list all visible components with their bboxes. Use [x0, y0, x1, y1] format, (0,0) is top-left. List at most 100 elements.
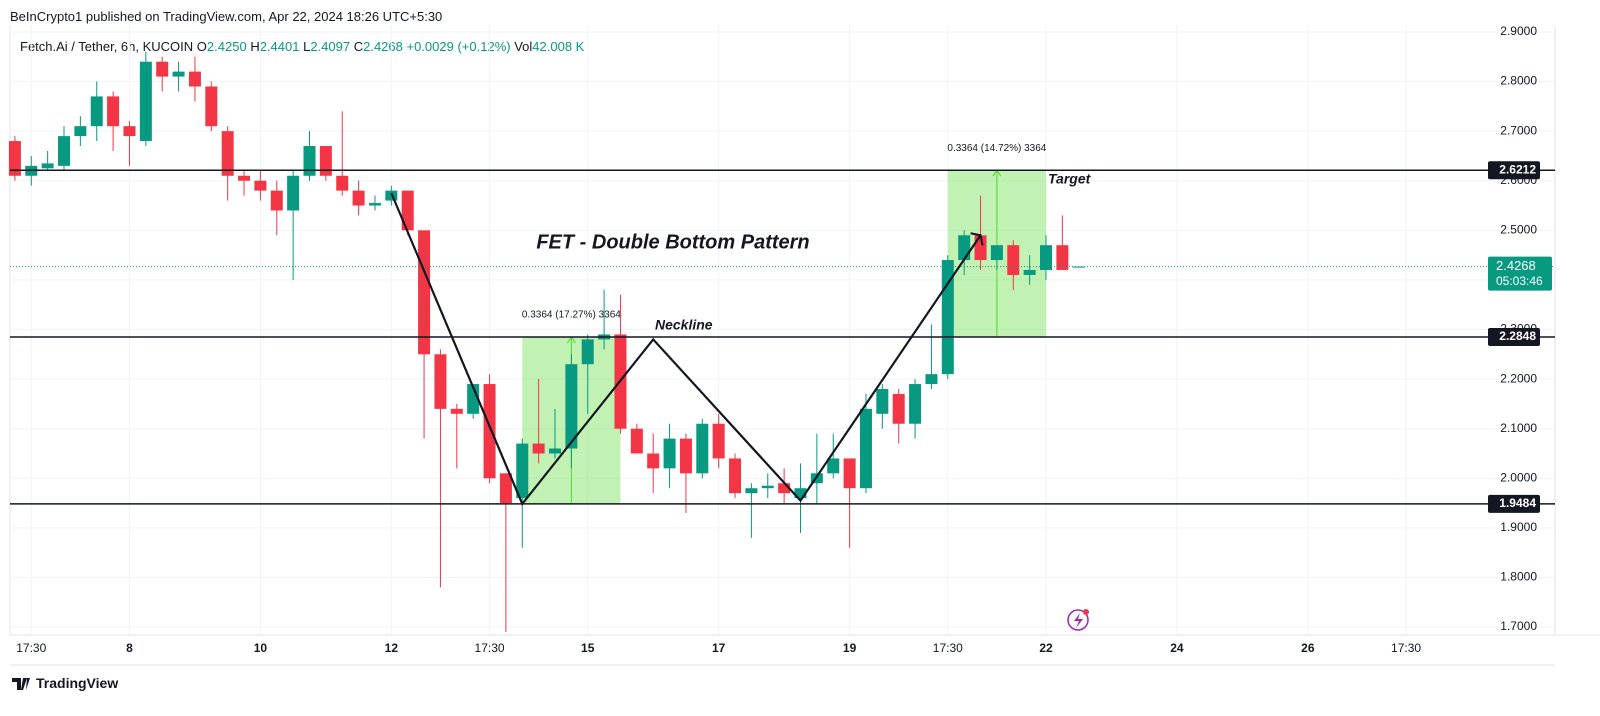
- price-badge: [1488, 256, 1552, 291]
- measure-label: 0.3364 (17.27%) 3364: [522, 310, 621, 321]
- candle-body: [696, 423, 709, 474]
- candle-body: [205, 86, 218, 127]
- x-tick-label: 17:30: [16, 641, 46, 655]
- candle-body: [761, 485, 774, 489]
- candle-body: [892, 393, 905, 424]
- candle-body: [41, 163, 54, 169]
- legend-value: +0.0029 (+0.12%): [406, 39, 511, 54]
- candle-body: [188, 71, 201, 87]
- y-tick-label: 1.7000: [1500, 619, 1537, 633]
- header: BeInCrypto1 published on TradingView.com…: [10, 9, 443, 24]
- x-tick-label: 17:30: [475, 641, 505, 655]
- measure-label: 0.3364 (14.72%) 3364: [947, 143, 1046, 154]
- candle-body: [303, 146, 316, 176]
- icon[interactable]: [1067, 609, 1089, 631]
- candle-body: [1040, 245, 1053, 270]
- candle-body: [270, 190, 283, 211]
- candle-body: [450, 408, 463, 414]
- candle-body: [172, 71, 185, 77]
- candle-body: [1007, 245, 1020, 275]
- legend-value: 42.008 K: [532, 39, 585, 54]
- candle-body: [876, 389, 889, 414]
- candle-body: [156, 61, 169, 77]
- y-tick-label: 2.8000: [1500, 74, 1537, 88]
- x-tick-label: 10: [254, 641, 268, 655]
- candle-body: [123, 126, 136, 137]
- candle-body: [647, 453, 660, 469]
- y-tick-label: 2.9000: [1500, 24, 1537, 38]
- candle-body: [368, 203, 381, 206]
- candle-body: [794, 488, 807, 499]
- legend-value: 2.4401: [259, 39, 300, 54]
- candle-body: [630, 428, 643, 454]
- candle-body: [254, 180, 267, 191]
- countdown-label: 05:03:46: [1496, 274, 1543, 288]
- candle-body: [516, 443, 529, 499]
- candle-body: [745, 488, 758, 494]
- price-label: 2.4268: [1496, 258, 1536, 273]
- candle-body: [581, 339, 594, 365]
- icon: [1083, 609, 1089, 615]
- x-tick-label: 26: [1301, 641, 1315, 655]
- candle-body: [549, 448, 562, 454]
- legend-value: 2.4250: [206, 39, 247, 54]
- candle-body: [418, 230, 431, 355]
- candle-body: [778, 483, 791, 494]
- candle-body: [352, 190, 365, 206]
- legend-values: O2.4250 H2.4401 L2.4097 C2.4268 +0.0029 …: [197, 39, 585, 54]
- candle-body: [827, 458, 840, 474]
- legend-value: 2.4268: [363, 39, 403, 54]
- candle-body: [1023, 269, 1036, 275]
- legend-key: C: [353, 39, 364, 54]
- x-tick-label: 17:30: [1391, 641, 1421, 655]
- x-tick-label: 15: [581, 641, 595, 655]
- candle-body: [532, 443, 545, 454]
- y-tick-label: 2.0000: [1500, 470, 1537, 484]
- candle-body: [221, 131, 234, 176]
- pattern-line: [390, 192, 982, 507]
- candle-body: [319, 146, 332, 176]
- candle-body: [90, 96, 103, 127]
- candle-body: [925, 374, 938, 385]
- candle-body: [958, 235, 971, 261]
- level-badge: [1488, 161, 1540, 180]
- legend-key: O: [196, 39, 207, 54]
- x-tick-label: 24: [1170, 641, 1184, 655]
- candle-body: [107, 96, 120, 127]
- y-tick-label: 2.1000: [1500, 421, 1537, 435]
- level-label: 2.6212: [1499, 162, 1536, 176]
- candle-body: [843, 458, 856, 489]
- icon: [1074, 613, 1083, 628]
- candle-body: [499, 473, 512, 504]
- candle-body: [467, 384, 480, 414]
- y-tick-label: 2.7000: [1500, 123, 1537, 137]
- legend-value: 2.4097: [310, 39, 351, 54]
- neckline-label: Neckline: [655, 317, 713, 333]
- pattern-title: FET - Double Bottom Pattern: [536, 231, 809, 253]
- x-tick-label: 12: [385, 641, 399, 655]
- candle-body: [287, 175, 300, 211]
- logo: [12, 678, 30, 690]
- candle-body: [712, 423, 725, 459]
- legend: Fetch.Ai / Tether, 6h, KUCOIN O2.4250 H2…: [20, 39, 584, 54]
- x-tick-label: 17:30: [933, 641, 963, 655]
- x-tick-label: 19: [843, 641, 857, 655]
- candle-body: [401, 190, 414, 231]
- level-label: 2.2848: [1499, 329, 1536, 343]
- footer: TradingView: [36, 675, 119, 691]
- candle-body: [1056, 245, 1069, 270]
- candle-body: [663, 438, 676, 469]
- level-badge: [1488, 494, 1540, 513]
- candle-body: [990, 245, 1003, 261]
- level-label: 1.9484: [1499, 496, 1536, 510]
- x-tick-label: 8: [126, 641, 133, 655]
- candle-body: [565, 364, 578, 449]
- candle-body: [336, 175, 349, 191]
- candle-body: [238, 175, 251, 181]
- candle-body: [729, 458, 742, 494]
- y-tick-label: 1.9000: [1500, 520, 1537, 534]
- x-tick-label: 22: [1039, 641, 1053, 655]
- candle-body: [679, 438, 692, 474]
